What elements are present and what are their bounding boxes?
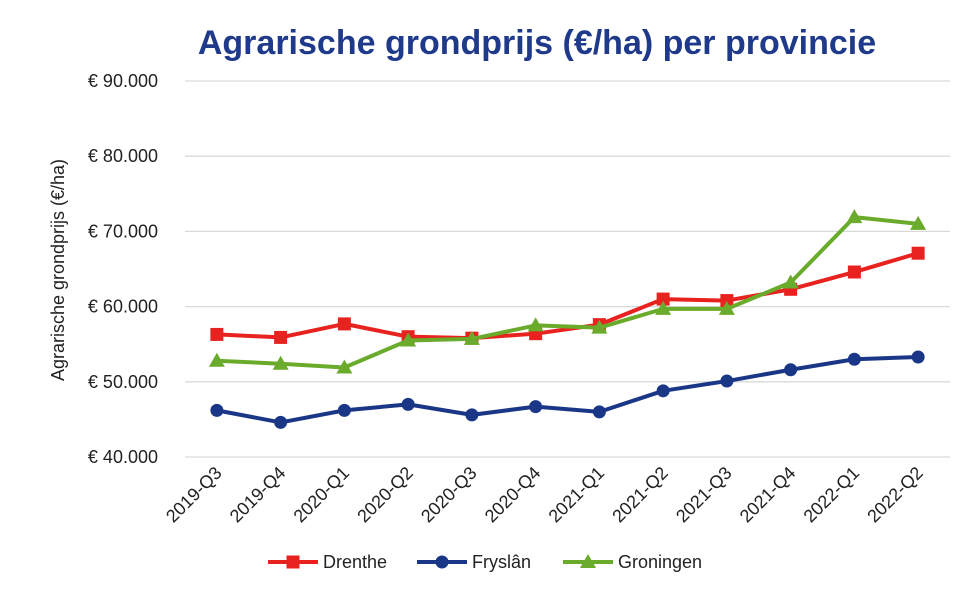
data-point xyxy=(274,415,288,429)
data-point xyxy=(911,246,925,260)
data-point xyxy=(720,294,734,308)
y-axis-label: Agrarische grondprijs (€/ha) xyxy=(48,159,68,381)
data-point xyxy=(337,403,351,417)
legend-marker xyxy=(286,555,300,569)
legend-marker xyxy=(435,555,449,569)
data-point xyxy=(463,330,480,345)
x-tick-label: 2021-Q4 xyxy=(736,463,800,527)
y-tick-label: € 70.000 xyxy=(88,221,158,241)
legend-marker xyxy=(580,554,596,568)
data-point xyxy=(210,327,224,341)
y-tick-label: € 60.000 xyxy=(88,297,158,317)
data-point xyxy=(847,265,861,279)
data-point xyxy=(210,403,224,417)
data-point xyxy=(208,352,225,367)
data-point xyxy=(400,332,417,347)
data-point xyxy=(847,352,861,366)
x-tick-label: 2020-Q3 xyxy=(417,463,481,527)
series-group xyxy=(208,209,927,429)
x-tick-label: 2021-Q2 xyxy=(608,463,672,527)
x-tick-label: 2020-Q1 xyxy=(290,463,354,527)
data-point xyxy=(656,292,670,306)
series-line xyxy=(216,215,919,370)
data-point xyxy=(529,400,543,414)
series-line xyxy=(216,354,919,425)
gridlines xyxy=(185,80,950,458)
x-tick-labels: 2019-Q3 2019-Q4 2020-Q1 2020-Q2 2020-Q3 2020-… xyxy=(162,463,927,527)
legend-item: Drenthe xyxy=(268,552,387,572)
data-point xyxy=(592,405,606,419)
data-point xyxy=(784,363,798,377)
data-point xyxy=(272,355,289,370)
data-point xyxy=(720,374,734,388)
data-point xyxy=(782,274,799,289)
x-tick-label: 2022-Q1 xyxy=(800,463,864,527)
data-point xyxy=(655,300,672,315)
legend-label: Groningen xyxy=(618,552,702,572)
x-tick-label: 2022-Q2 xyxy=(863,463,927,527)
data-point xyxy=(656,384,670,398)
data-point xyxy=(274,330,288,344)
series-drenthe xyxy=(210,246,925,345)
data-point xyxy=(401,397,415,411)
data-point xyxy=(336,359,353,374)
series-groningen xyxy=(208,209,927,374)
chart-title: Agrarische grondprijs (€/ha) per provinc… xyxy=(198,24,876,62)
legend-label: Drenthe xyxy=(323,552,387,572)
x-tick-label: 2020-Q4 xyxy=(481,463,545,527)
series-line xyxy=(216,251,919,341)
x-tick-label: 2019-Q4 xyxy=(226,463,290,527)
y-tick-label: € 40.000 xyxy=(88,447,158,467)
legend-item: Fryslân xyxy=(417,552,531,572)
data-point xyxy=(337,317,351,331)
data-point xyxy=(911,350,925,364)
data-point xyxy=(846,209,863,224)
series-frysl-n xyxy=(210,350,925,429)
x-tick-label: 2021-Q1 xyxy=(545,463,609,527)
data-point xyxy=(527,317,544,332)
x-tick-label: 2021-Q3 xyxy=(672,463,736,527)
y-tick-labels: € 40.000 € 50.000 € 60.000 € 70.000 € 80.000… xyxy=(88,71,158,467)
x-tick-label: 2020-Q2 xyxy=(353,463,417,527)
y-tick-label: € 80.000 xyxy=(88,146,158,166)
data-point xyxy=(718,300,735,315)
x-tick-label: 2019-Q3 xyxy=(162,463,226,527)
legend-item: Groningen xyxy=(563,552,702,572)
y-tick-label: € 50.000 xyxy=(88,372,158,392)
legend-label: Fryslân xyxy=(472,552,531,572)
y-tick-label: € 90.000 xyxy=(88,71,158,91)
data-point xyxy=(591,319,608,334)
data-point xyxy=(910,215,927,230)
legend: Drenthe Fryslân Groningen xyxy=(268,552,702,572)
data-point xyxy=(465,408,479,422)
